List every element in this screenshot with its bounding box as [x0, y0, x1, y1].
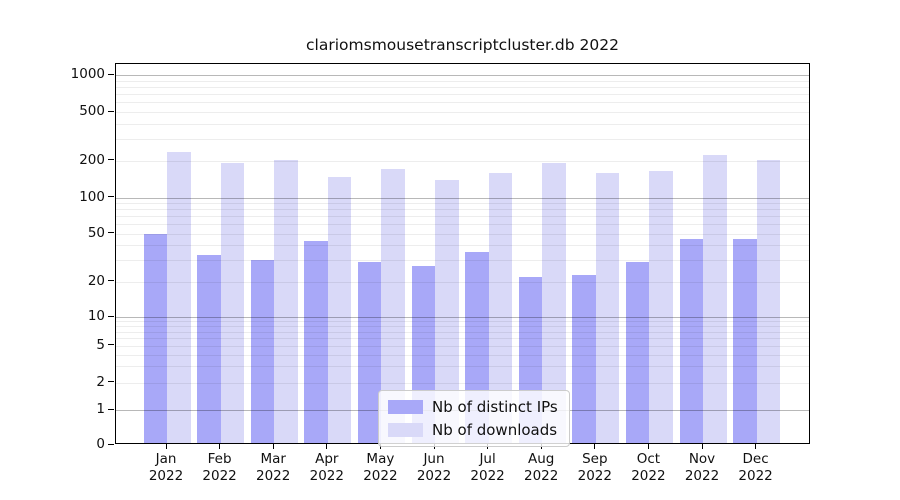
y-tick-mark-5 [108, 344, 114, 346]
bar-distinct-ips-feb [197, 254, 221, 443]
y-tick-mark-500 [108, 110, 114, 112]
y-tick-label-1: 1 [96, 401, 105, 417]
x-tick-mark-sep [594, 444, 596, 449]
x-tick-label-aug: Aug 2022 [524, 451, 559, 484]
x-tick-label-apr: Apr 2022 [309, 451, 344, 484]
chart-title: clariomsmousetranscriptcluster.db 2022 [306, 36, 619, 54]
bar-downloads-mar [274, 159, 298, 443]
y-tick-label-20: 20 [87, 272, 105, 289]
bar-downloads-jul [488, 173, 513, 443]
y-tick-mark-200 [108, 159, 114, 161]
x-tick-mark-jan [165, 444, 167, 449]
bar-downloads-jan [167, 152, 191, 443]
y-tick-label-100: 100 [79, 188, 105, 205]
bar-downloads-apr [327, 176, 352, 443]
legend-label-distinct-ips: Nb of distinct IPs [432, 398, 558, 416]
y-tick-mark-0 [108, 443, 114, 445]
x-tick-label-jan: Jan 2022 [148, 451, 184, 484]
x-tick-label-oct: Oct 2022 [631, 451, 666, 484]
legend-label-downloads: Nb of downloads [432, 421, 558, 439]
bar-downloads-aug [542, 163, 566, 443]
x-tick-mark-oct [647, 444, 650, 449]
bar-downloads-dec [756, 159, 781, 443]
bar-distinct-ips-apr [304, 240, 328, 443]
y-tick-mark-2 [108, 381, 114, 383]
y-tick-label-50: 50 [87, 224, 105, 241]
x-tick-label-mar: Mar 2022 [256, 451, 291, 484]
x-tick-label-sep: Sep 2022 [577, 451, 612, 484]
y-tick-mark-1 [108, 408, 114, 410]
y-tick-label-2: 2 [96, 373, 105, 390]
y-tick-mark-1000 [108, 73, 114, 75]
bar-downloads-feb [220, 163, 245, 443]
plot-area: Nb of distinct IPs Nb of downloads [115, 63, 810, 447]
x-tick-label-may: May 2022 [363, 451, 398, 484]
y-tick-label-200: 200 [79, 151, 105, 168]
x-tick-label-jun: Jun 2022 [416, 451, 452, 484]
x-tick-mark-apr [326, 444, 328, 449]
bar-distinct-ips-nov [679, 239, 703, 443]
y-tick-label-5: 5 [96, 336, 105, 353]
y-tick-label-0: 0 [96, 436, 105, 452]
x-tick-mark-feb [219, 444, 221, 449]
y-tick-mark-20 [108, 280, 114, 282]
bar-downloads-jun [435, 179, 459, 443]
bar-downloads-sep [595, 172, 620, 443]
bar-distinct-ips-oct [625, 261, 650, 443]
x-tick-label-jul: Jul 2022 [470, 451, 505, 484]
y-tick-label-10: 10 [87, 308, 105, 324]
legend-item-downloads: Nb of downloads [388, 421, 558, 439]
x-tick-label-feb: Feb 2022 [202, 451, 237, 484]
y-tick-mark-10 [108, 315, 114, 317]
x-tick-label-dec: Dec 2022 [738, 451, 773, 484]
bar-downloads-nov [703, 155, 727, 443]
y-tick-label-500: 500 [79, 103, 105, 119]
bar-downloads-may [381, 169, 405, 443]
bar-distinct-ips-jan [143, 233, 167, 443]
x-tick-mark-mar [272, 444, 274, 449]
y-tick-mark-50 [108, 232, 114, 234]
x-tick-mark-nov [701, 444, 703, 449]
bar-distinct-ips-sep [572, 274, 596, 443]
legend-swatch-distinct-ips-icon [388, 400, 423, 414]
y-tick-label-1000: 1000 [70, 66, 105, 82]
x-tick-mark-dec [755, 444, 757, 449]
y-tick-mark-100 [108, 196, 114, 198]
bar-distinct-ips-may [357, 261, 382, 443]
legend-item-distinct-ips: Nb of distinct IPs [388, 398, 558, 416]
legend-swatch-downloads-icon [388, 423, 423, 437]
bar-downloads-oct [649, 171, 673, 443]
bar-distinct-ips-mar [250, 260, 275, 443]
x-tick-label-nov: Nov 2022 [684, 451, 720, 484]
bars-layer [116, 64, 809, 443]
chart-legend: Nb of distinct IPs Nb of downloads [378, 390, 570, 447]
bar-distinct-ips-dec [733, 239, 757, 443]
